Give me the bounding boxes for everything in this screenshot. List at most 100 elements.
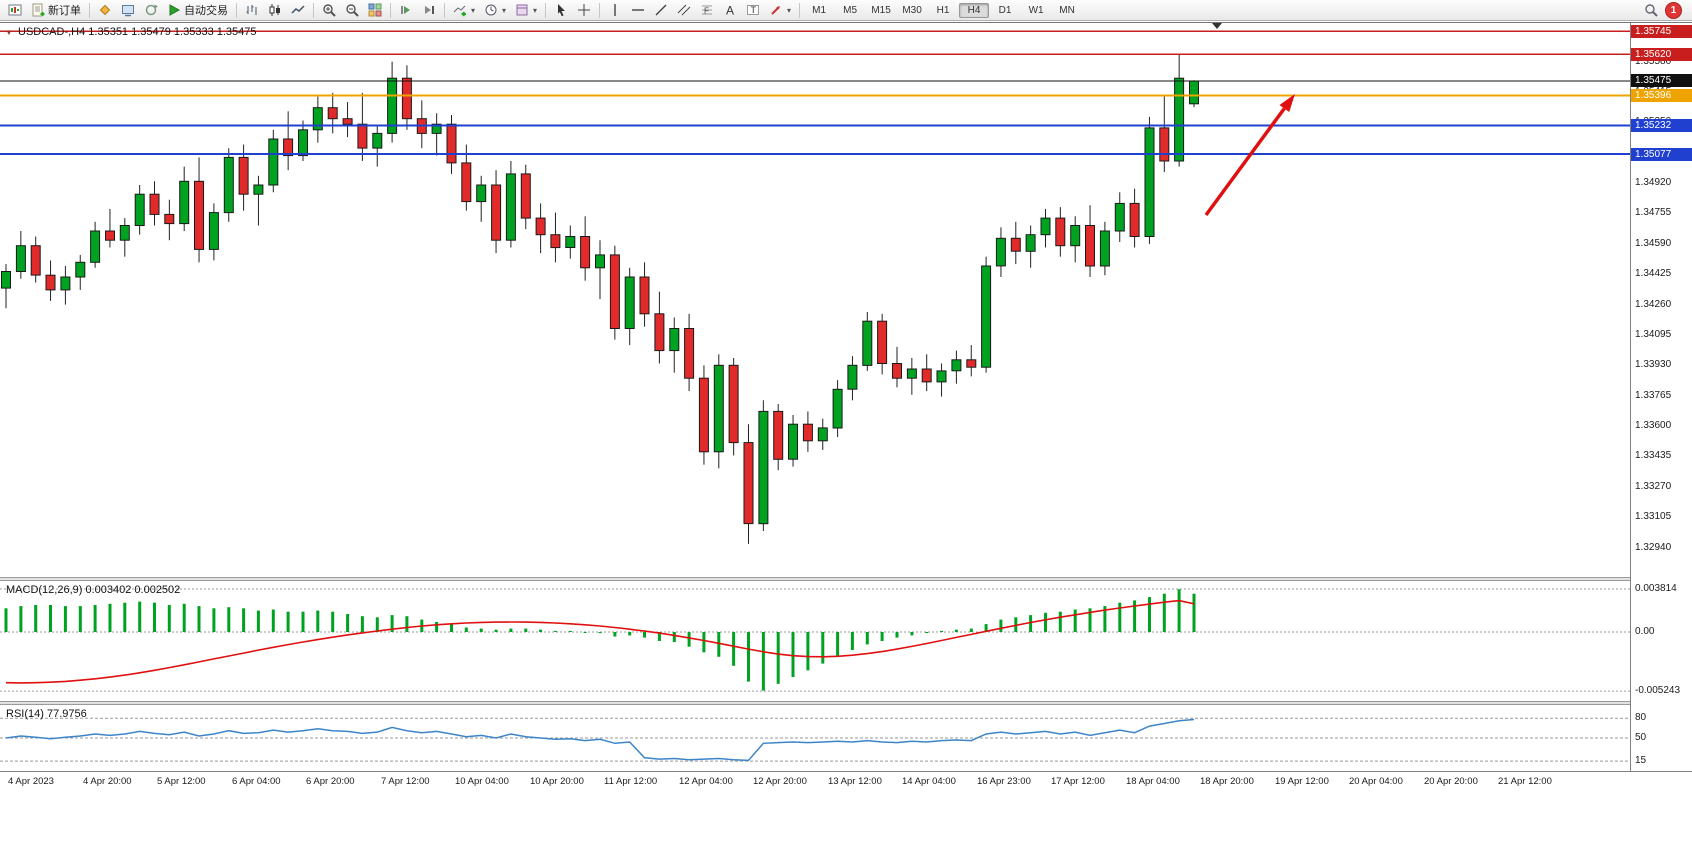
linechart-icon	[291, 3, 305, 17]
rsi-line	[5, 718, 1195, 762]
trend-icon	[654, 3, 668, 17]
horizontal-line-button[interactable]	[627, 0, 649, 20]
toolbar-separator	[799, 2, 801, 18]
profiles-button[interactable]	[94, 0, 116, 20]
new-chart-button[interactable]	[4, 0, 26, 20]
search-button[interactable]	[1640, 0, 1662, 20]
cursor-icon	[554, 3, 568, 17]
chevron-down-icon: ▾	[471, 5, 476, 15]
refresh-button[interactable]	[140, 0, 162, 20]
price-axis-label: 1.34425	[1635, 268, 1672, 279]
timeframe-h1-button[interactable]: H1	[936, 4, 950, 16]
level-price-tag[interactable]: 1.35396	[1631, 89, 1692, 102]
templates-button[interactable]: ▾	[511, 0, 541, 20]
chart-shift-marker[interactable]	[1212, 23, 1222, 29]
trend-arrow-annotation[interactable]	[1204, 94, 1295, 217]
time-axis-label: 10 Apr 04:00	[455, 776, 509, 787]
time-axis-label: 18 Apr 20:00	[1200, 776, 1254, 787]
label-button[interactable]: T	[742, 0, 764, 20]
tile-windows-button[interactable]	[364, 0, 386, 20]
time-axis-label: 11 Apr 12:00	[604, 776, 658, 787]
price-axis-label: 1.33435	[1635, 450, 1672, 461]
new-order-button[interactable]: 新订单	[27, 0, 85, 20]
order-icon	[31, 3, 45, 17]
candlestick-mode-button[interactable]	[264, 0, 286, 20]
notifications-badge[interactable]: 1	[1665, 1, 1682, 19]
time-axis-label: 10 Apr 20:00	[530, 776, 584, 787]
toolbar-separator	[313, 2, 314, 18]
channel-icon	[677, 3, 691, 17]
timeframe-m5-button[interactable]: M5	[843, 4, 858, 16]
price-scale[interactable]: 1.355801.354151.352501.350851.349201.347…	[1630, 23, 1692, 771]
chart-shift-button[interactable]	[418, 0, 440, 20]
pane-splitter[interactable]	[0, 577, 1692, 581]
one-click-trading-icon[interactable]: ▼	[5, 28, 13, 37]
vline-icon	[608, 3, 622, 17]
cursor-button[interactable]	[550, 0, 572, 20]
channel-button[interactable]	[673, 0, 695, 20]
trendline-button[interactable]	[650, 0, 672, 20]
bid-price-tag[interactable]: 1.35475	[1631, 74, 1692, 87]
vertical-line-button[interactable]	[604, 0, 626, 20]
timeframe-d1-button[interactable]: D1	[998, 4, 1012, 16]
price-axis-label: 1.34755	[1635, 207, 1672, 218]
fibonacci-button[interactable]: F	[696, 0, 718, 20]
level-price-tag[interactable]: 1.35745	[1631, 25, 1692, 38]
bars-icon	[245, 3, 259, 17]
price-axis-label: 1.33600	[1635, 420, 1672, 431]
arrows-button[interactable]: ▾	[765, 0, 795, 20]
auto-scroll-button[interactable]	[395, 0, 417, 20]
chart-window[interactable]: ▼ USDCAD-,H4 1.35351 1.35479 1.35333 1.3…	[0, 22, 1692, 850]
price-axis-label: 1.32940	[1635, 542, 1672, 553]
grid-icon	[368, 3, 382, 17]
charts-list-button[interactable]	[117, 0, 139, 20]
zoom-out-button[interactable]	[341, 0, 363, 20]
rsi-axis-label: 80	[1635, 712, 1647, 723]
crosshair-button[interactable]	[573, 0, 595, 20]
bar-chart-mode-button[interactable]	[241, 0, 263, 20]
macd-chart-canvas[interactable]	[0, 581, 1630, 701]
timeframe-mn-button[interactable]: MN	[1059, 4, 1075, 16]
timeframe-m30-button[interactable]: M30	[902, 4, 922, 16]
svg-text:F: F	[704, 7, 709, 16]
play-icon	[167, 3, 181, 17]
time-axis-label: 4 Apr 20:00	[83, 776, 132, 787]
diamond-icon	[98, 3, 112, 17]
periods-button[interactable]: ▾	[480, 0, 510, 20]
level-price-tag[interactable]: 1.35077	[1631, 148, 1692, 161]
toolbar-separator	[236, 2, 237, 18]
rsi-chart-canvas[interactable]	[0, 705, 1630, 771]
macd-signal-line	[5, 599, 1195, 684]
level-price-tag[interactable]: 1.35232	[1631, 119, 1692, 132]
monitor-icon	[121, 3, 135, 17]
time-axis-label: 16 Apr 23:00	[977, 776, 1031, 787]
timeframe-m15-button[interactable]: M15	[871, 4, 891, 16]
auto-trading-button[interactable]: 自动交易	[163, 0, 232, 20]
zoom-in-button[interactable]	[318, 0, 340, 20]
price-axis-label: 1.34260	[1635, 299, 1672, 310]
timeframe-w1-button[interactable]: W1	[1028, 4, 1044, 16]
time-axis-label: 4 Apr 2023	[8, 776, 54, 787]
time-axis-label: 12 Apr 20:00	[753, 776, 807, 787]
time-axis-label: 6 Apr 20:00	[306, 776, 355, 787]
candlesticks-layer	[1, 54, 1199, 544]
time-axis-label: 5 Apr 12:00	[157, 776, 206, 787]
svg-text:T: T	[751, 5, 757, 15]
time-scale[interactable]: 4 Apr 2023 4 Apr 20:00 5 Apr 12:00 6 Apr 04…	[0, 771, 1692, 802]
pane-splitter[interactable]	[0, 701, 1692, 705]
timeframe-h4-button[interactable]: H4	[959, 2, 990, 18]
chevron-down-icon: ▾	[502, 5, 507, 15]
text-button[interactable]: A	[719, 0, 741, 20]
time-axis-label: 17 Apr 12:00	[1051, 776, 1105, 787]
timeframe-m1-button[interactable]: M1	[812, 4, 827, 16]
candles-icon	[268, 3, 282, 17]
time-axis-label: 12 Apr 04:00	[679, 776, 733, 787]
price-axis-label: 1.35580	[1635, 56, 1672, 67]
macd-histogram-layer	[4, 589, 1196, 691]
level-price-tag[interactable]: 1.35620	[1631, 48, 1692, 61]
main-chart-canvas[interactable]	[0, 23, 1630, 577]
line-chart-mode-button[interactable]	[287, 0, 309, 20]
indplus-icon	[453, 3, 467, 17]
indicators-button[interactable]: ▾	[449, 0, 479, 20]
chevron-down-icon: ▾	[787, 5, 792, 15]
